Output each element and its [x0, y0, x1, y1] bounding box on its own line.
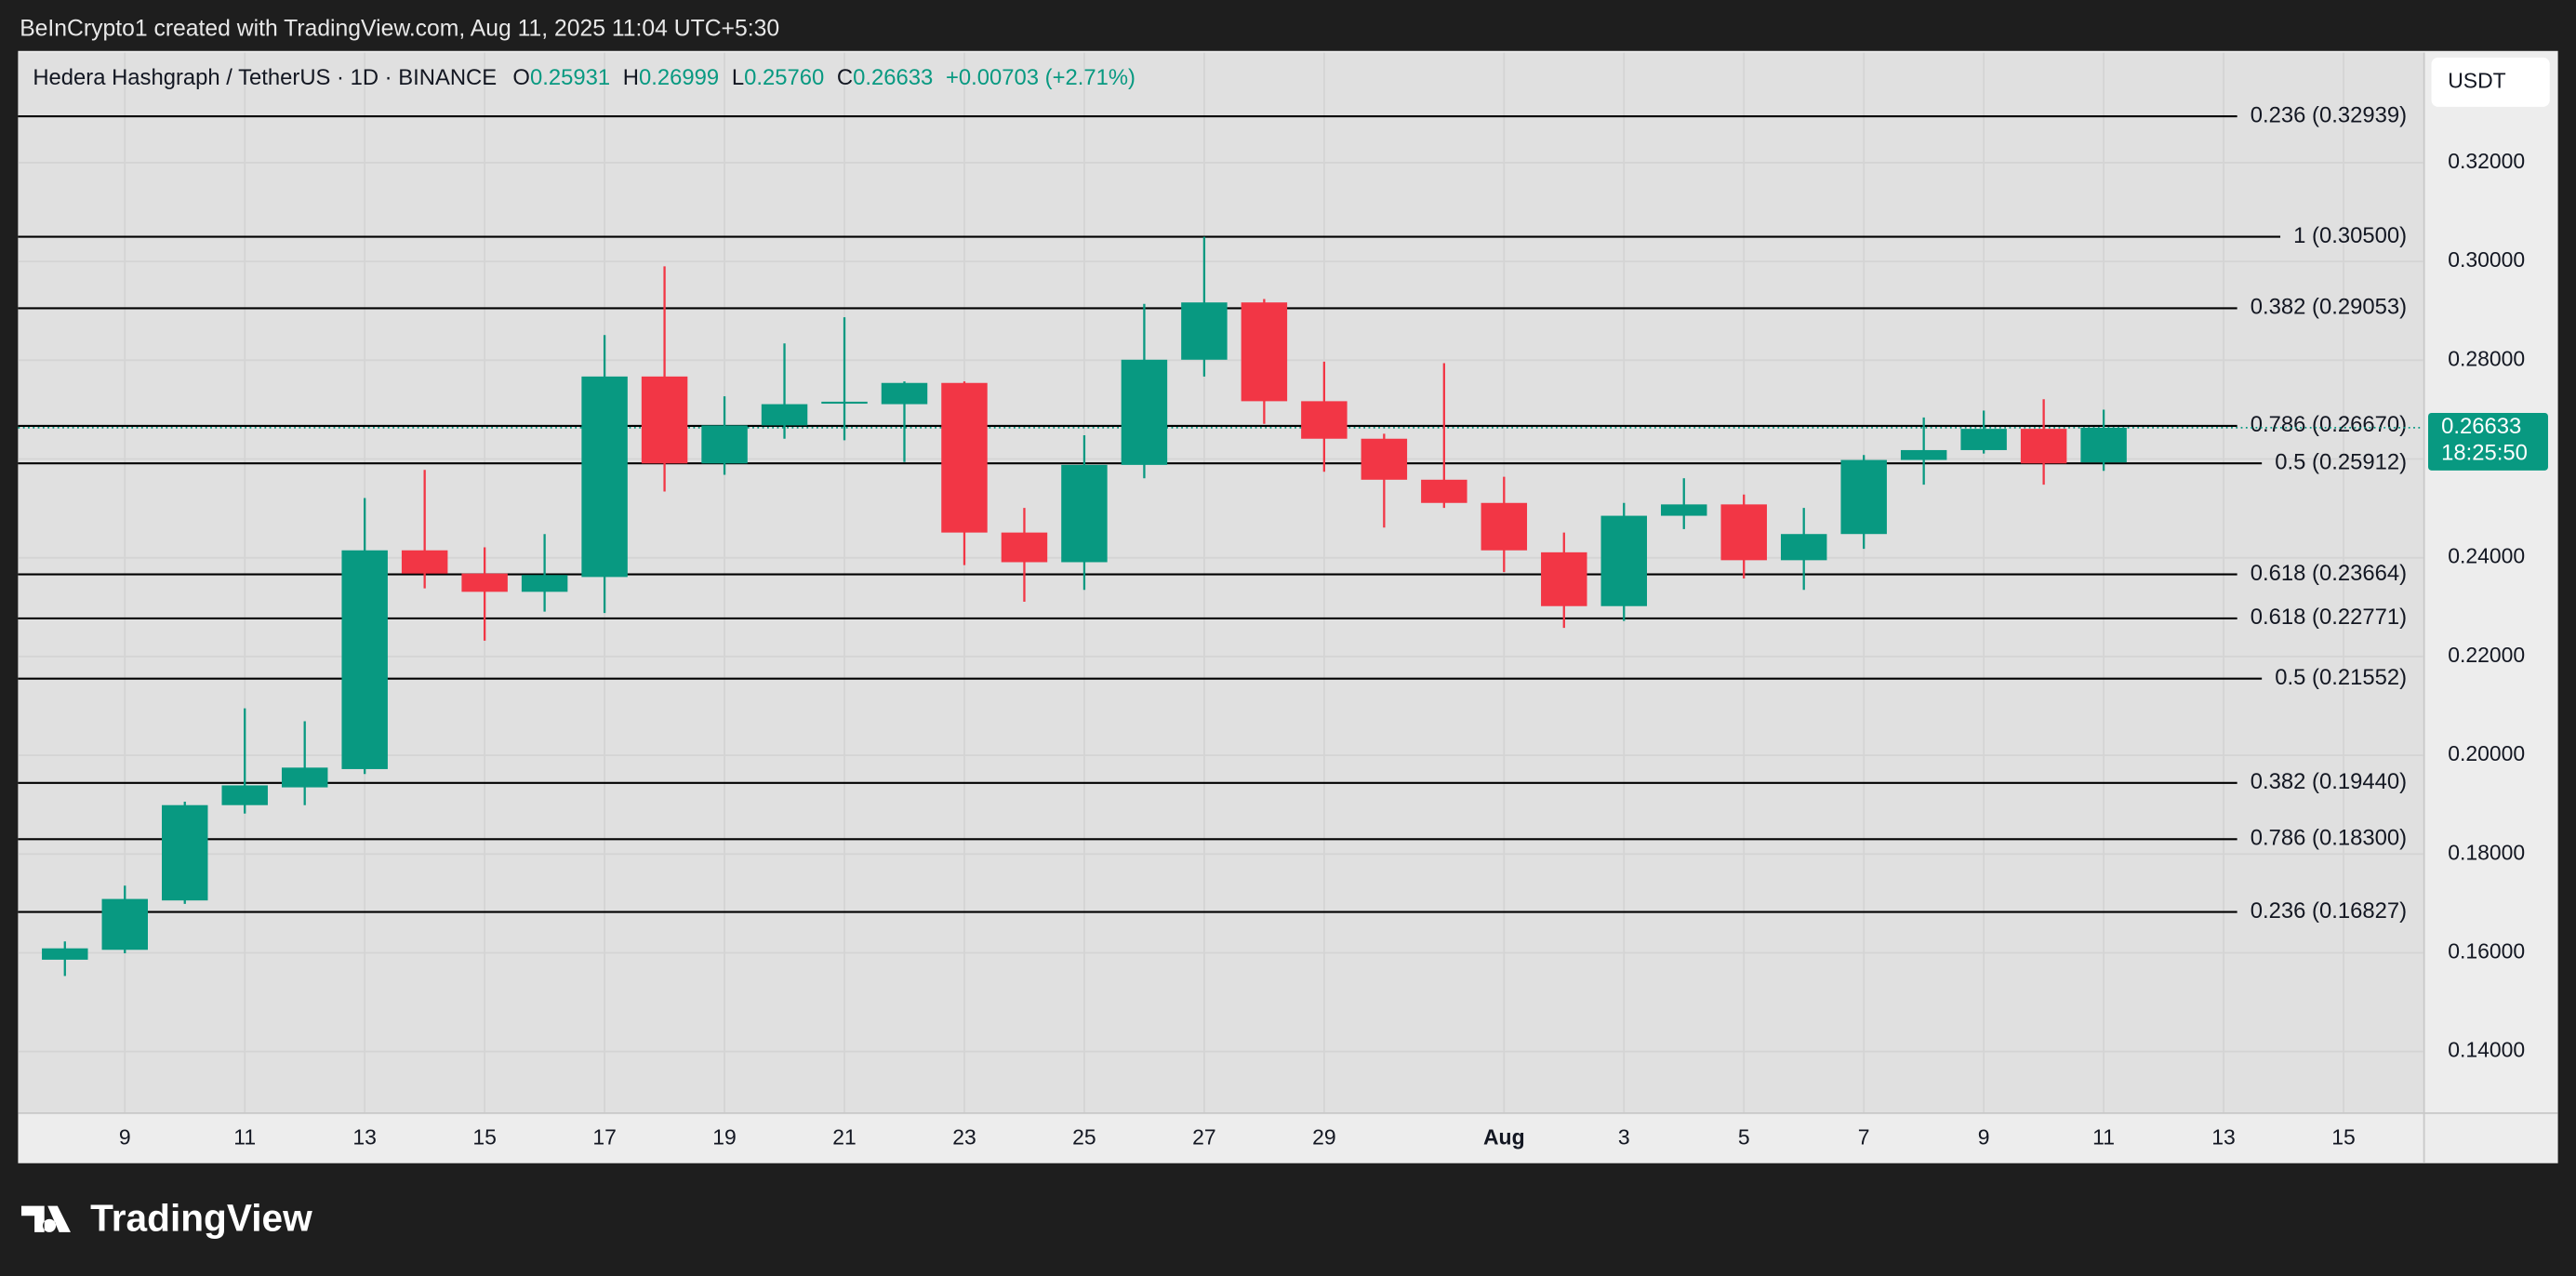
x-tick-label: 27 — [1192, 1124, 1216, 1149]
y-tick-label: 0.16000 — [2448, 939, 2525, 964]
symbol: Hedera Hashgraph / TetherUS · 1D · BINAN… — [33, 65, 497, 90]
level-label: 0.618 (0.22771) — [2251, 605, 2407, 630]
ohlc-key: O — [512, 65, 530, 90]
candle-body — [401, 550, 448, 574]
x-tick-label: 25 — [1072, 1124, 1096, 1149]
candle-body — [1421, 479, 1467, 503]
y-tick-label: 0.20000 — [2448, 741, 2525, 765]
candle-body — [341, 550, 388, 769]
candle-body — [1720, 504, 1767, 561]
x-tick-label: 17 — [592, 1124, 617, 1149]
candle-body — [1241, 302, 1288, 402]
x-tick-label: 29 — [1312, 1124, 1336, 1149]
candle-body — [1541, 552, 1587, 606]
x-tick-label: 15 — [2331, 1124, 2356, 1149]
level-label: 1 (0.30500) — [2293, 223, 2407, 248]
candle-body — [881, 382, 928, 405]
candle-body — [1001, 532, 1048, 563]
candle-body — [521, 575, 568, 592]
candle-body — [2020, 429, 2067, 464]
x-tick-label: 3 — [1618, 1124, 1630, 1149]
header-text: BeInCrypto1 created with TradingView.com… — [20, 16, 779, 41]
level-label: 0.618 (0.23664) — [2251, 561, 2407, 586]
candle-body — [761, 404, 808, 426]
candle-body — [221, 785, 268, 805]
x-tick-label: 15 — [472, 1124, 497, 1149]
candle-body — [1661, 504, 1707, 516]
candle-body — [1840, 459, 1887, 535]
change: +0.00703 (+2.71%) — [946, 65, 1135, 90]
level-label: 0.236 (0.32939) — [2251, 102, 2407, 127]
x-tick-label: 13 — [352, 1124, 377, 1149]
currency-label[interactable]: USDT — [2448, 68, 2505, 92]
currency-button[interactable] — [2431, 57, 2550, 107]
legend: Hedera Hashgraph / TetherUS · 1D · BINAN… — [33, 65, 1135, 90]
candle-body — [1960, 429, 2007, 450]
level-label: 0.382 (0.29053) — [2251, 295, 2407, 320]
candle-body — [941, 382, 988, 533]
candle-body — [1121, 359, 1168, 465]
candle-body — [2080, 427, 2127, 463]
candle-body — [641, 376, 688, 464]
ohlc-key: L — [732, 65, 744, 90]
candle-body — [1181, 302, 1228, 360]
candle-body — [101, 898, 148, 950]
ohlc-key: C — [837, 65, 853, 90]
candle-body — [1061, 464, 1108, 563]
x-tick-label: 11 — [2092, 1124, 2115, 1149]
candle-body — [1780, 534, 1827, 561]
y-tick-label: 0.32000 — [2448, 149, 2525, 173]
candle-body — [1900, 449, 1947, 460]
y-tick-label: 0.22000 — [2448, 643, 2525, 667]
x-tick-label: 5 — [1738, 1124, 1750, 1149]
level-label: 0.5 (0.21552) — [2275, 665, 2407, 690]
x-tick-label: 7 — [1858, 1124, 1870, 1149]
ohlc-value: 0.25931 — [530, 65, 610, 90]
plot-area — [18, 52, 2423, 1112]
candle-body — [162, 804, 208, 901]
y-tick-label: 0.18000 — [2448, 840, 2525, 864]
x-tick-label: 21 — [832, 1124, 856, 1149]
y-tick-label: 0.28000 — [2448, 346, 2525, 370]
candle-body — [461, 573, 508, 592]
price-tag — [2428, 412, 2548, 471]
candle-body — [42, 948, 88, 960]
ohlc-key: H — [623, 65, 639, 90]
candle-body — [1600, 515, 1647, 606]
candle-body — [1481, 502, 1528, 551]
y-tick-label: 0.24000 — [2448, 544, 2525, 568]
y-tick-label: 0.14000 — [2448, 1038, 2525, 1062]
candle-body — [581, 376, 628, 578]
price-tag-value: 0.26633 — [2441, 414, 2521, 439]
x-tick-label: 9 — [1978, 1124, 1990, 1149]
x-tick-label: 13 — [2211, 1124, 2236, 1149]
level-label: 0.786 (0.18300) — [2251, 826, 2407, 851]
candle-body — [1301, 401, 1348, 439]
x-tick-label: 9 — [119, 1124, 131, 1149]
logo-icon — [20, 1205, 71, 1232]
x-tick-label: 11 — [233, 1124, 256, 1149]
footer-brand: TradingView — [90, 1196, 312, 1239]
ohlc-value: 0.26999 — [639, 65, 719, 90]
footer-logo: TradingView — [20, 1196, 312, 1239]
x-tick-label: 23 — [952, 1124, 976, 1149]
candle-body — [821, 401, 868, 405]
level-label: 0.5 (0.25912) — [2275, 449, 2407, 474]
ohlc-value: 0.26633 — [853, 65, 933, 90]
candle-body — [1361, 438, 1408, 480]
x-tick-label: 19 — [712, 1124, 737, 1149]
price-tag-countdown: 18:25:50 — [2441, 440, 2528, 465]
y-tick-label: 0.30000 — [2448, 247, 2525, 272]
ohlc-value: 0.25760 — [744, 65, 824, 90]
x-tick-label: Aug — [1483, 1124, 1525, 1149]
candle-body — [281, 767, 328, 788]
axes: 0.14000 0.16000 0.18000 0.20000 0.22000 0.240… — [119, 149, 2548, 1149]
level-label: 0.382 (0.19440) — [2251, 769, 2407, 794]
fib-levels: 0.236 (0.32939) 1 (0.30500) 0.382 (0.29053… — [18, 102, 2423, 924]
candles — [42, 236, 2127, 977]
level-label: 0.236 (0.16827) — [2251, 898, 2407, 924]
candle-body — [701, 425, 748, 464]
level-label: 0.786 (0.26670) — [2251, 412, 2407, 437]
